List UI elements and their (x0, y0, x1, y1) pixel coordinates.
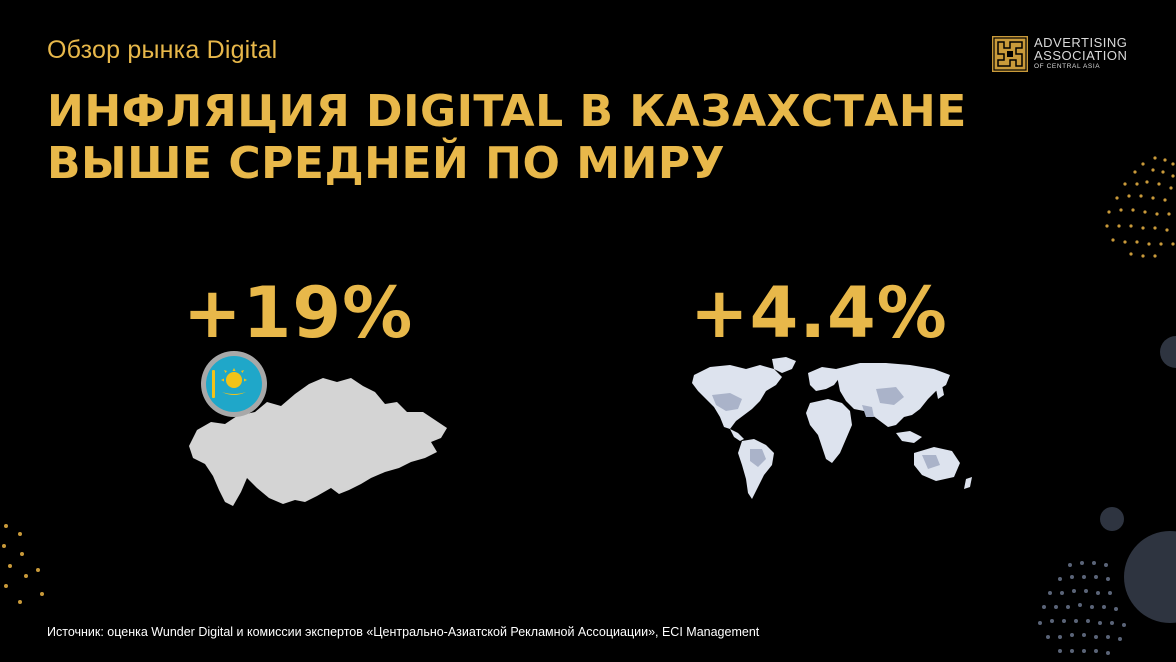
decor-circles-bottom-right (1038, 507, 1176, 655)
world-inflation-value: +4.4% (690, 272, 948, 354)
world-map (692, 357, 972, 499)
decor-dots-left (2, 524, 44, 604)
logo-line-1: ADVERTISING (1034, 35, 1128, 50)
decor-dots-top-right (1105, 156, 1175, 258)
logo-text: ADVERTISING ASSOCIATION OF CENTRAL ASIA (1034, 36, 1127, 71)
logo-line-2: ASSOCIATION (1034, 48, 1128, 63)
headline-line-1: ИНФЛЯЦИЯ DIGITAL В КАЗАХСТАНЕ (47, 86, 967, 137)
source-footnote: Источник: оценка Wunder Digital и комисс… (47, 625, 760, 639)
logo-line-3: OF CENTRAL ASIA (1034, 63, 1101, 70)
advertising-association-logo: ADVERTISING ASSOCIATION OF CENTRAL ASIA (992, 36, 1142, 76)
kazakhstan-inflation-value: +19% (183, 272, 414, 354)
decor-half-circle-right (1160, 336, 1176, 368)
slide-headline: ИНФЛЯЦИЯ DIGITAL В КАЗАХСТАНЕ ВЫШЕ СРЕДН… (47, 86, 987, 190)
slide-subtitle: Обзор рынка Digital (47, 36, 278, 64)
kazakhstan-map (189, 378, 447, 506)
kazakhstan-flag-icon (201, 351, 267, 417)
logo-mark-icon (992, 36, 1028, 72)
headline-line-2: ВЫШЕ СРЕДНЕЙ ПО МИРУ (47, 138, 725, 189)
